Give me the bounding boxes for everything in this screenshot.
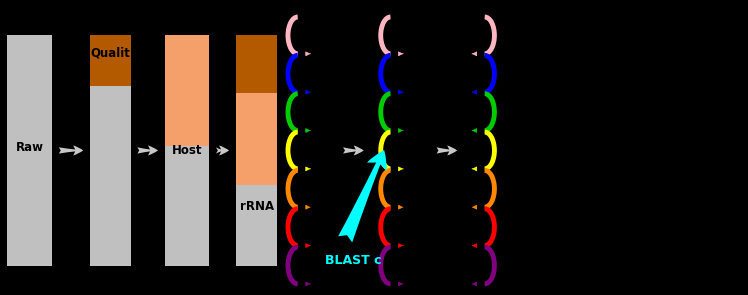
- Text: BLAST c: BLAST c: [325, 254, 382, 267]
- Bar: [165, 35, 209, 146]
- Bar: [236, 35, 277, 93]
- Text: Raw: Raw: [16, 141, 44, 154]
- Bar: [90, 35, 131, 266]
- Text: rRNA: rRNA: [239, 200, 274, 213]
- Bar: [165, 35, 209, 266]
- Bar: [236, 35, 277, 266]
- Text: Host: Host: [172, 144, 202, 157]
- Text: Qualit: Qualit: [91, 47, 131, 60]
- Bar: [90, 35, 131, 86]
- Bar: [7, 35, 52, 266]
- Bar: [236, 93, 277, 185]
